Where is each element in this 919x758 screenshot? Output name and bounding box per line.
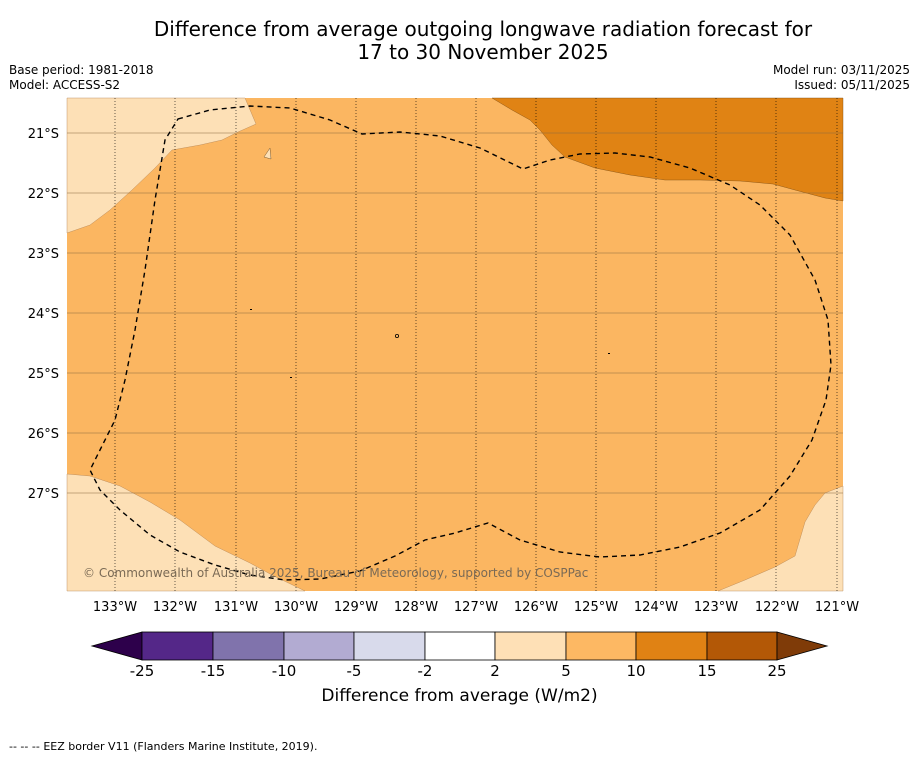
fill-2-5-bottom-left	[66, 473, 306, 592]
copyright-text: © Commonwealth of Australia 2025, Bureau…	[83, 566, 588, 580]
title-line-1: Difference from average outgoing longwav…	[153, 17, 813, 41]
colorbar-tick-label: -2	[418, 662, 433, 680]
lon-axis: 133°W 132°W 131°W 130°W 129°W 128°W 127°…	[93, 600, 859, 615]
colorbar-swatch	[424, 631, 496, 661]
base-period: Base period: 1981-2018	[9, 63, 154, 77]
model-run: Model run: 03/11/2025	[772, 63, 910, 77]
lat-label: 24°S	[28, 307, 59, 322]
colorbar-title: Difference from average (W/m2)	[321, 686, 598, 706]
lat-gridlines	[67, 132, 843, 494]
colorbar-swatch	[212, 631, 285, 661]
fill-2-5-islet	[263, 147, 272, 160]
lon-label: 122°W	[755, 600, 799, 615]
lat-axis: 21°S 22°S 23°S 24°S 25°S 26°S 27°S	[28, 127, 59, 502]
colorbar-ticks: -25 -15 -10 -5 -2 2 5 10 15 25	[130, 662, 787, 680]
lon-label: 127°W	[454, 600, 498, 615]
lat-label: 23°S	[28, 247, 59, 262]
lon-label: 125°W	[574, 600, 618, 615]
colorbar-swatch	[494, 631, 567, 661]
lon-label: 121°W	[815, 600, 859, 615]
lat-label: 26°S	[28, 427, 59, 442]
colorbar-tick-label: -15	[201, 662, 226, 680]
colorbar-tick-label: -25	[130, 662, 155, 680]
colorbar-tick-label: 25	[767, 662, 786, 680]
colorbar	[90, 631, 829, 661]
colorbar-swatch	[635, 631, 708, 661]
colorbar-extend-min	[90, 631, 143, 661]
lat-label: 27°S	[28, 487, 59, 502]
lon-label: 133°W	[93, 600, 137, 615]
lon-label: 126°W	[514, 600, 558, 615]
eez-legend-text: EEZ border V11 (Flanders Marine Institut…	[43, 740, 318, 753]
lat-label: 25°S	[28, 367, 59, 382]
colorbar-tick-label: -10	[272, 662, 297, 680]
colorbar-swatch	[283, 631, 355, 661]
meta-right: Model run: 03/11/2025 Issued: 05/11/2025	[773, 63, 910, 93]
eez-legend-symbol: -- -- --	[9, 740, 40, 753]
fill-2-5-bottom-right	[717, 485, 844, 592]
colorbar-swatch	[141, 631, 214, 661]
eez-border-line	[89, 105, 832, 581]
island-markers	[250, 309, 610, 378]
lat-label: 22°S	[28, 187, 59, 202]
lon-label: 124°W	[634, 600, 678, 615]
colorbar-swatch	[706, 631, 778, 661]
lon-label: 131°W	[214, 600, 258, 615]
title-line-2: 17 to 30 November 2025	[357, 40, 609, 64]
lon-label: 128°W	[394, 600, 438, 615]
colorbar-tick-label: -5	[347, 662, 362, 680]
map-plot-area: © Commonwealth of Australia 2025, Bureau…	[66, 97, 844, 592]
fill-10-15-region	[491, 97, 844, 202]
meta-left: Base period: 1981-2018 Model: ACCESS-S2	[9, 63, 154, 93]
colorbar-swatch	[565, 631, 637, 661]
colorbar-tick-label: 5	[561, 662, 571, 680]
model-name: Model: ACCESS-S2	[9, 78, 121, 92]
lon-gridlines	[114, 98, 838, 591]
lon-label: 123°W	[694, 600, 738, 615]
footer-legend: -- -- -- EEZ border V11 (Flanders Marine…	[9, 740, 317, 753]
fill-2-5-top-left	[66, 97, 257, 234]
colorbar-tick-label: 10	[626, 662, 645, 680]
colorbar-extend-max	[776, 631, 829, 661]
lon-label: 129°W	[334, 600, 378, 615]
issued-date: Issued: 05/11/2025	[794, 78, 910, 92]
colorbar-swatch	[353, 631, 426, 661]
chart-title: Difference from average outgoing longwav…	[0, 18, 919, 64]
colorbar-tick-label: 15	[697, 662, 716, 680]
colorbar-tick-label: 2	[490, 662, 500, 680]
lon-label: 132°W	[153, 600, 197, 615]
lat-label: 21°S	[28, 127, 59, 142]
lon-label: 130°W	[274, 600, 318, 615]
